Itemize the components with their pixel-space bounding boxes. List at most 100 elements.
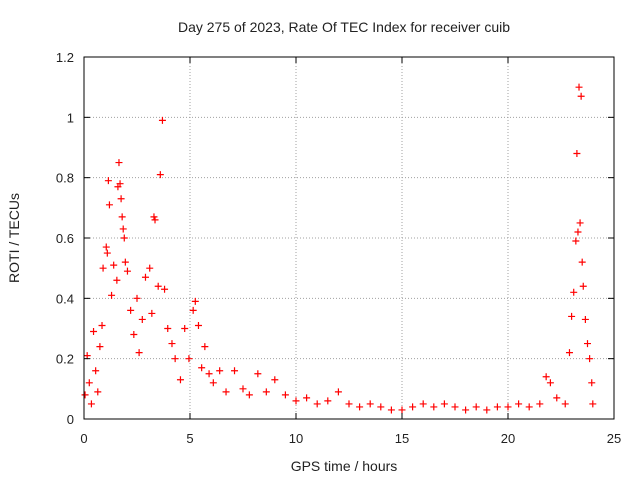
data-point — [576, 219, 584, 227]
data-point — [121, 258, 129, 266]
data-point — [83, 352, 91, 360]
chart-title: Day 275 of 2023, Rate Of TEC Index for r… — [178, 19, 510, 35]
data-point — [96, 343, 104, 351]
data-point — [589, 400, 597, 408]
data-point — [198, 364, 206, 372]
x-tick-label: 5 — [186, 431, 193, 446]
data-point — [281, 391, 289, 399]
data-point — [588, 379, 596, 387]
data-point — [81, 391, 89, 399]
data-point — [141, 273, 149, 281]
data-point — [542, 373, 550, 381]
data-point — [104, 177, 112, 185]
data-point — [146, 264, 154, 272]
data-point — [586, 355, 594, 363]
data-point — [161, 285, 169, 293]
x-axis-ticks: 0 5 10 15 20 25 — [80, 57, 621, 446]
data-point — [575, 83, 583, 91]
data-point — [102, 243, 110, 251]
grid-lines — [84, 57, 614, 419]
y-axis-ticks: 0 0.2 0.4 0.6 0.8 1 1.2 — [56, 50, 614, 427]
data-point — [151, 216, 159, 224]
data-point — [324, 397, 332, 405]
data-point — [292, 397, 300, 405]
data-point — [553, 394, 561, 402]
data-point — [108, 291, 116, 299]
data-point — [366, 400, 374, 408]
data-point — [546, 379, 554, 387]
data-point — [156, 171, 164, 179]
data-point — [584, 340, 591, 348]
data-point — [168, 340, 176, 348]
data-point — [150, 213, 158, 221]
data-point — [154, 282, 162, 290]
data-point — [245, 391, 253, 399]
data-point — [565, 349, 573, 357]
data-point — [222, 388, 230, 396]
data-point — [271, 376, 279, 384]
y-tick-label: 0.4 — [56, 291, 74, 306]
data-point — [158, 116, 166, 124]
data-point — [254, 370, 262, 378]
x-tick-label: 0 — [80, 431, 87, 446]
data-point — [451, 403, 459, 411]
data-point — [231, 367, 239, 375]
data-point — [120, 234, 128, 242]
y-tick-label: 1.2 — [56, 50, 74, 65]
data-point — [216, 367, 224, 375]
data-point — [127, 306, 135, 314]
data-point — [133, 294, 141, 302]
data-points — [81, 83, 597, 414]
data-point — [536, 400, 544, 408]
x-axis-label: GPS time / hours — [291, 458, 398, 474]
data-point — [118, 213, 126, 221]
data-point — [123, 267, 131, 275]
data-point — [515, 400, 523, 408]
data-point — [117, 195, 125, 203]
x-tick-label: 25 — [607, 431, 621, 446]
data-point — [493, 403, 501, 411]
data-point — [85, 379, 93, 387]
data-point — [87, 400, 95, 408]
data-point — [148, 309, 156, 317]
data-point — [303, 394, 311, 402]
y-tick-label: 0.6 — [56, 231, 74, 246]
data-point — [194, 321, 202, 329]
data-point — [110, 261, 118, 269]
data-point — [189, 306, 197, 314]
data-point — [99, 264, 107, 272]
data-point — [205, 370, 213, 378]
data-point — [209, 379, 217, 387]
x-tick-label: 15 — [395, 431, 409, 446]
data-point — [568, 312, 576, 320]
x-tick-label: 20 — [501, 431, 515, 446]
data-point — [181, 325, 189, 332]
data-point — [574, 228, 582, 236]
data-point — [578, 258, 586, 266]
data-point — [176, 376, 184, 384]
y-tick-label: 0.8 — [56, 171, 74, 186]
data-point — [334, 388, 342, 396]
data-point — [116, 180, 124, 188]
data-point — [171, 355, 179, 363]
data-point — [483, 406, 491, 414]
data-point — [103, 249, 111, 257]
data-point — [130, 331, 138, 339]
data-point — [572, 237, 580, 245]
data-point — [115, 159, 123, 167]
data-point — [419, 400, 427, 408]
data-point — [577, 92, 585, 100]
data-point — [201, 343, 209, 351]
y-axis-label: ROTI / TECUs — [6, 193, 22, 283]
data-point — [119, 225, 127, 233]
data-point — [185, 355, 193, 363]
data-point — [561, 400, 569, 408]
x-tick-label: 10 — [289, 431, 303, 446]
data-point — [135, 349, 143, 357]
data-point — [138, 315, 146, 323]
data-point — [570, 288, 578, 296]
data-point — [356, 403, 364, 411]
data-point — [504, 403, 512, 411]
data-point — [387, 406, 395, 414]
